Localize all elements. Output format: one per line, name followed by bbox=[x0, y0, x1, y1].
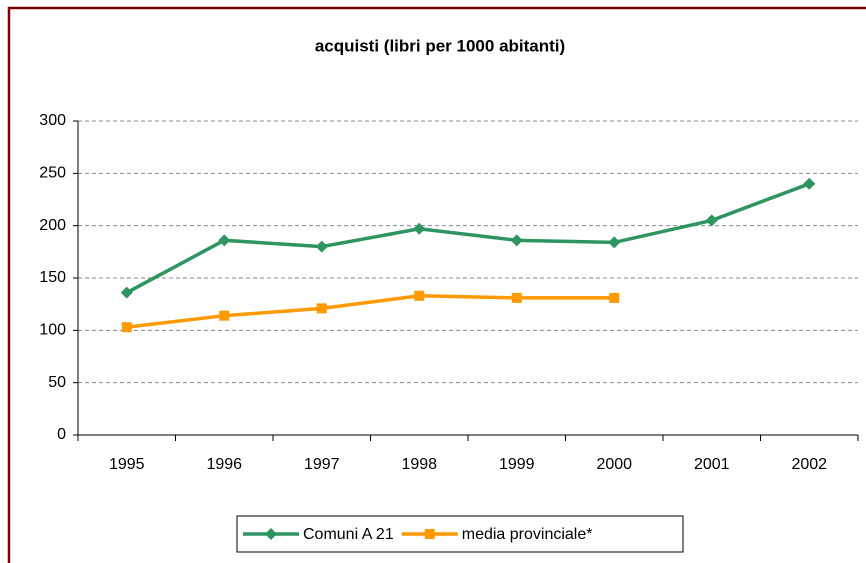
data-point bbox=[413, 222, 426, 235]
legend-label: Comuni A 21 bbox=[303, 526, 394, 543]
x-tick-label: 2000 bbox=[596, 456, 632, 473]
legend-marker bbox=[265, 528, 277, 540]
data-point bbox=[705, 214, 718, 227]
data-point bbox=[510, 234, 523, 247]
legend-marker bbox=[424, 529, 435, 539]
data-point bbox=[219, 310, 230, 321]
series-line bbox=[125, 182, 810, 295]
x-tick-label: 2001 bbox=[694, 456, 730, 473]
data-point bbox=[414, 290, 425, 301]
data-point bbox=[608, 236, 621, 249]
data-point bbox=[120, 286, 133, 299]
y-tick-label: 200 bbox=[39, 217, 66, 234]
series-line bbox=[126, 294, 615, 329]
data-point bbox=[609, 292, 620, 303]
y-tick-label: 150 bbox=[39, 269, 66, 286]
x-tick-label: 1998 bbox=[401, 456, 437, 473]
y-tick-label: 300 bbox=[39, 112, 66, 129]
data-point bbox=[803, 177, 816, 190]
x-tick-label: 2002 bbox=[791, 456, 827, 473]
legend-box bbox=[236, 515, 684, 553]
x-tick-label: 1996 bbox=[206, 456, 242, 473]
data-point bbox=[511, 292, 522, 303]
chart-title: acquisti (libri per 1000 abitanti) bbox=[315, 36, 565, 55]
y-tick-label: 250 bbox=[39, 165, 66, 182]
y-tick-label: 0 bbox=[57, 426, 66, 443]
chart-frame bbox=[7, 6, 866, 563]
y-tick-label: 50 bbox=[48, 374, 66, 391]
legend-label: media provinciale* bbox=[462, 526, 593, 543]
data-point bbox=[121, 322, 132, 333]
data-point bbox=[316, 303, 327, 314]
data-point bbox=[315, 240, 328, 253]
x-tick-label: 1997 bbox=[304, 456, 340, 473]
x-tick-label: 1999 bbox=[499, 456, 535, 473]
y-tick-label: 100 bbox=[39, 322, 66, 339]
x-tick-label: 1995 bbox=[109, 456, 145, 473]
data-point bbox=[218, 234, 231, 247]
